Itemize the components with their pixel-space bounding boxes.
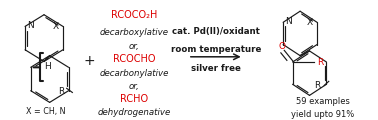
Text: R: R: [314, 81, 321, 90]
Text: O: O: [279, 42, 286, 51]
Text: room temperature: room temperature: [170, 45, 261, 54]
Text: N: N: [27, 21, 34, 30]
Text: R: R: [58, 87, 64, 96]
Text: yield upto 91%: yield upto 91%: [291, 110, 354, 119]
Text: cat. Pd(II)/oxidant: cat. Pd(II)/oxidant: [172, 27, 260, 36]
Text: dehydrogenative: dehydrogenative: [98, 108, 171, 117]
Text: 59 examples: 59 examples: [296, 97, 350, 106]
Text: H: H: [44, 62, 51, 71]
Text: decarbonylative: decarbonylative: [100, 69, 169, 78]
Text: RCOCO₂H: RCOCO₂H: [111, 10, 158, 20]
Text: X: X: [307, 18, 313, 27]
Text: decarboxylative: decarboxylative: [100, 28, 169, 37]
Text: or,: or,: [129, 42, 140, 51]
Text: X = CH, N: X = CH, N: [26, 107, 66, 116]
Text: N: N: [285, 17, 292, 26]
Text: silver free: silver free: [191, 64, 241, 73]
Text: R: R: [318, 58, 324, 67]
Text: RCHO: RCHO: [120, 94, 149, 104]
Text: RCOCHO: RCOCHO: [113, 54, 156, 64]
Text: X: X: [52, 22, 59, 31]
Text: +: +: [84, 54, 95, 69]
Text: or,: or,: [129, 81, 140, 90]
